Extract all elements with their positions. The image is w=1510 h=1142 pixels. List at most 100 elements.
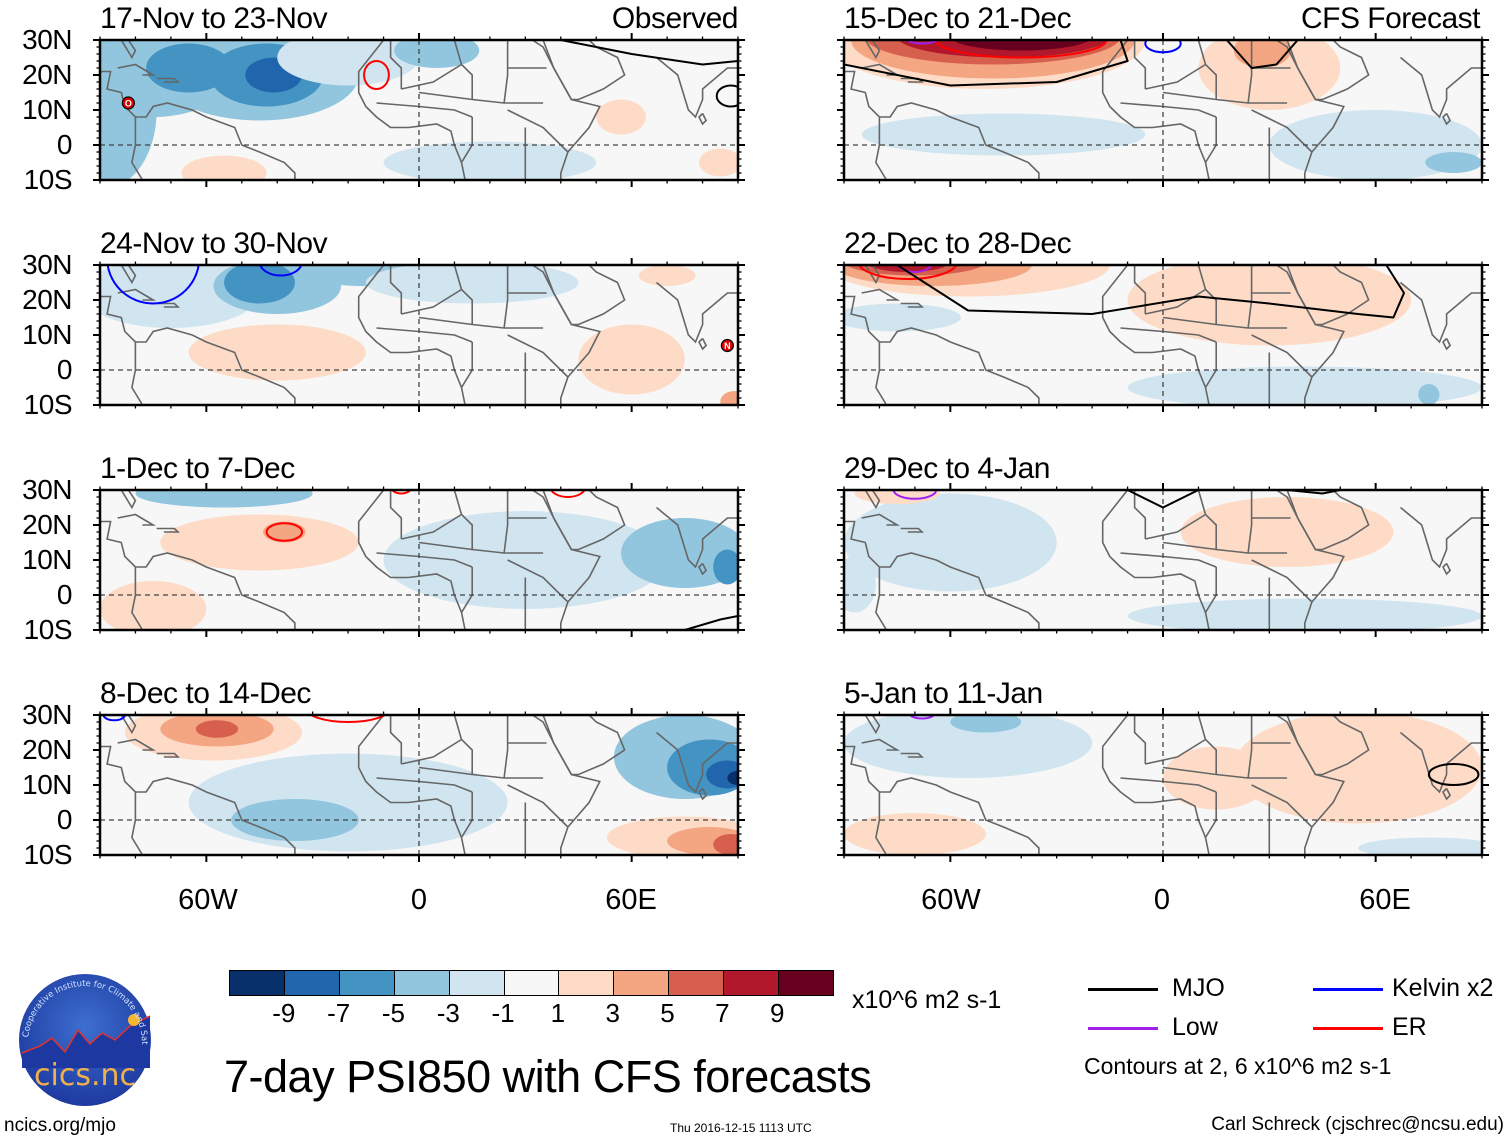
panel-title: 17-Nov to 23-Nov (100, 2, 328, 35)
coastline (1145, 513, 1206, 540)
coastline (131, 567, 144, 630)
anomaly-region (135, 490, 313, 508)
coastline (507, 334, 569, 378)
coastline (389, 40, 403, 89)
coastline (531, 715, 601, 855)
mjo-contour (1127, 490, 1199, 509)
legend-er-line (1313, 1027, 1383, 1030)
er-contour (363, 60, 390, 90)
er-contour (309, 715, 387, 723)
colorbar-label: 9 (769, 998, 785, 1028)
mjo-contour (1427, 763, 1480, 786)
coastline (698, 112, 708, 126)
coastline (844, 295, 1040, 405)
coastline (1162, 91, 1288, 104)
sun-icon (128, 1014, 140, 1026)
tropical-storm-icon: N (720, 338, 734, 353)
y-tick-label: 0 (56, 579, 73, 610)
colorbar-swatch (613, 971, 669, 995)
coastline (1399, 281, 1482, 344)
colorbar-label: 7 (715, 998, 730, 1028)
anomaly-region (160, 514, 359, 571)
x-tick-label: 60E (1359, 884, 1411, 916)
coastline (844, 265, 881, 285)
anomaly-region (100, 581, 207, 630)
coastline (1442, 337, 1452, 351)
tropical-storm-icon: O (121, 96, 135, 110)
anomaly-region (383, 511, 668, 609)
anomaly-region (638, 265, 696, 286)
panel-title: 1-Dec to 7-Dec (100, 452, 295, 485)
coastline (542, 715, 626, 776)
coastline (1101, 265, 1210, 405)
anomaly-region (844, 715, 1093, 778)
coastline (507, 559, 569, 603)
coastline (1286, 265, 1370, 326)
coastline (1247, 265, 1253, 329)
y-tick-label: 30N (22, 474, 72, 505)
coastline (100, 295, 296, 405)
colorbar-swatch (448, 971, 504, 995)
colorbar-swatch (778, 971, 833, 995)
coastline (503, 40, 509, 104)
y-tick-label: 10N (22, 769, 72, 800)
mjo-contour (896, 265, 1405, 319)
map-panel (93, 708, 745, 862)
coastline (875, 792, 888, 855)
y-tick-label: 20N (22, 734, 72, 765)
coastline (503, 490, 509, 554)
coastline (418, 541, 544, 554)
colorbar-label: 1 (550, 998, 566, 1028)
anomaly-region (867, 265, 948, 272)
coastline (376, 327, 473, 343)
colorbar-units: x10^6 m2 s-1 (852, 986, 1002, 1014)
coastline (844, 70, 1040, 180)
low-contour (908, 715, 936, 720)
coastline (1197, 490, 1217, 550)
coastline (1133, 490, 1147, 539)
coastline (357, 715, 466, 855)
coastline (1251, 559, 1313, 603)
coastline (1197, 40, 1217, 100)
anomaly-region (699, 148, 738, 177)
coastline (453, 265, 473, 325)
coastline (100, 490, 137, 510)
coastline (698, 562, 708, 576)
coastline (100, 715, 137, 735)
coastline (1286, 40, 1370, 101)
coastline (507, 784, 569, 828)
coastline (156, 527, 180, 533)
mjo-contour (1226, 40, 1299, 69)
site-url[interactable]: ncics.org/mjo (4, 1115, 116, 1136)
coastline (357, 265, 466, 405)
anomaly-region (1198, 40, 1341, 110)
anomaly-region (365, 265, 579, 304)
panel-title: 5-Jan to 11-Jan (844, 677, 1043, 710)
mjo-contour (560, 40, 738, 66)
anomaly-region (1425, 152, 1482, 173)
coastline (531, 40, 601, 180)
y-tick-label: 0 (56, 804, 73, 835)
coastline (542, 265, 626, 326)
map-panel: N (93, 258, 745, 412)
colorbar-label: 5 (660, 998, 675, 1028)
anomaly-region (713, 549, 738, 585)
y-tick-label: 10N (22, 544, 72, 575)
mjo-contour (684, 615, 738, 630)
colorbar-label: -7 (327, 998, 351, 1028)
coastline (389, 490, 403, 539)
anomaly-region (188, 324, 366, 381)
coastline (453, 490, 473, 550)
coastline (453, 715, 473, 775)
coastline (900, 302, 924, 308)
coastline (875, 342, 888, 405)
legend-kelvin-line (1313, 988, 1383, 991)
y-tick-label: 10S (23, 389, 73, 420)
panel-title: 8-Dec to 14-Dec (100, 677, 311, 710)
coastline (1162, 766, 1288, 779)
anomaly-region (727, 771, 738, 785)
coastline (131, 117, 144, 180)
y-tick-label: 10S (23, 164, 73, 195)
anomaly-region (1127, 598, 1482, 630)
coastline (389, 265, 403, 314)
